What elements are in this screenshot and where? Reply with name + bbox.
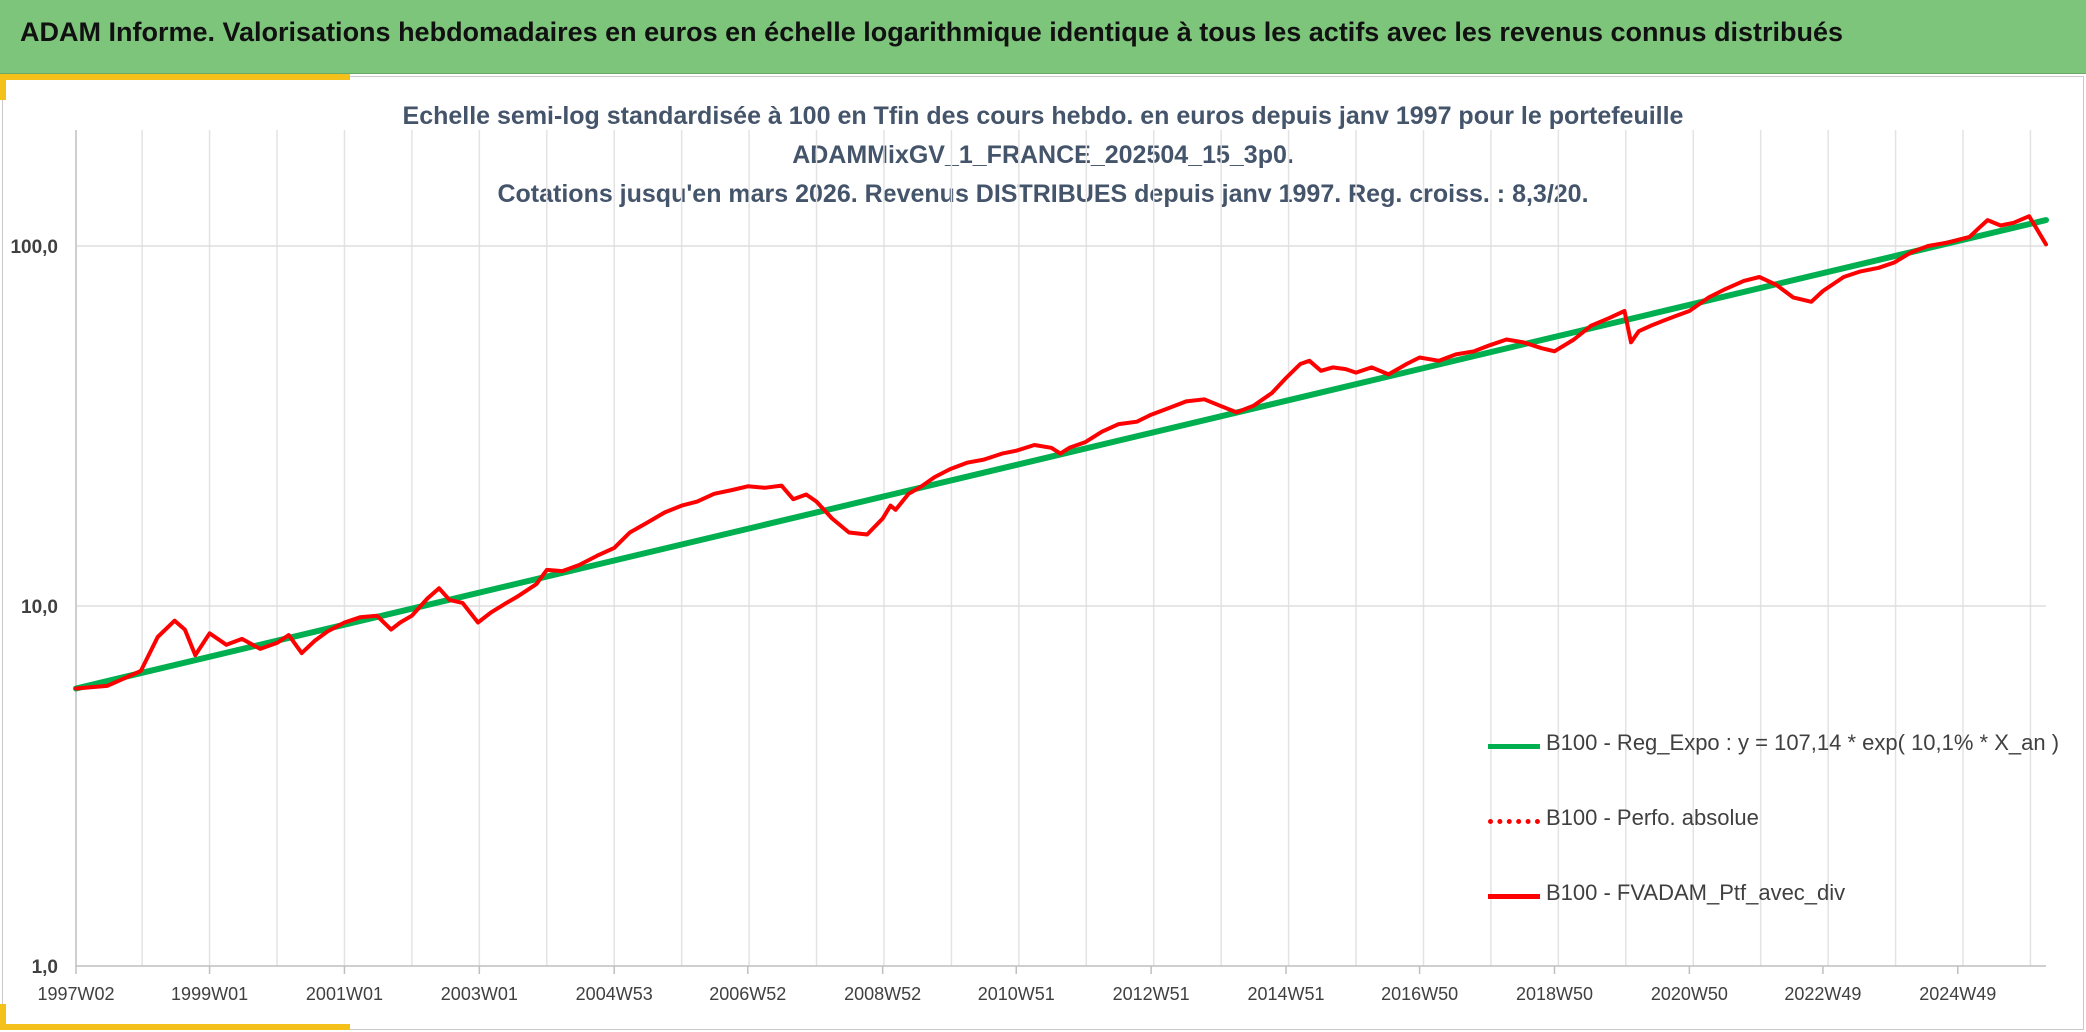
corner-accent-top-h (0, 74, 350, 80)
legend-swatch-regression (1488, 744, 1540, 749)
x-tick-label: 2014W51 (1247, 984, 1324, 1004)
x-tick-label: 2018W50 (1516, 984, 1593, 1004)
chart-title-line-3: Cotations jusqu'en mars 2026. Revenus DI… (497, 180, 1589, 208)
legend-item-portfolio: B100 - FVADAM_Ptf_avec_div (1488, 878, 2048, 914)
x-tick-label: 2008W52 (844, 984, 921, 1004)
x-tick-label: 2003W01 (441, 984, 518, 1004)
chart-title-line-1: Echelle semi-log standardisée à 100 en T… (402, 102, 1684, 130)
x-tick-label: 1997W02 (37, 984, 114, 1004)
legend-item-perfo-absolue: B100 - Perfo. absolue (1488, 803, 2048, 839)
x-tick-label: 1999W01 (171, 984, 248, 1004)
x-tick-label: 2022W49 (1784, 984, 1861, 1004)
portfolio-line (74, 214, 2048, 691)
chart-frame (2, 76, 2084, 1030)
header-banner: ADAM Informe. Valorisations hebdomadaire… (0, 0, 2086, 74)
x-tick-label: 2020W50 (1651, 984, 1728, 1004)
corner-accent-bottom-h (0, 1024, 350, 1030)
y-tick-label: 100,0 (10, 237, 58, 258)
y-tick-label: 1,0 (32, 957, 58, 978)
chart-legend: B100 - Reg_Expo : y = 107,14 * exp( 10,1… (1488, 728, 2059, 918)
x-tick-label: 2006W52 (709, 984, 786, 1004)
x-tick-label: 2010W51 (978, 984, 1055, 1004)
legend-label-perfo-absolue: B100 - Perfo. absolue (1546, 805, 1759, 830)
legend-label-regression: B100 - Reg_Expo : y = 107,14 * exp( 10,1… (1546, 730, 2060, 755)
x-tick-label: 2004W53 (576, 984, 653, 1004)
x-tick-label: 2024W49 (1919, 984, 1996, 1004)
corner-accent-top-v (0, 74, 6, 100)
page-title: ADAM Informe. Valorisations hebdomadaire… (20, 17, 1844, 47)
x-tick-label: 2016W50 (1381, 984, 1458, 1004)
legend-swatch-portfolio (1488, 894, 1540, 899)
legend-label-portfolio: B100 - FVADAM_Ptf_avec_div (1546, 880, 1846, 905)
chart-title-line-2: ADAMMixGV_1_FRANCE_202504_15_3p0. (792, 141, 1294, 169)
x-tick-label: 2012W51 (1113, 984, 1190, 1004)
legend-swatch-perfo-absolue (1488, 819, 1540, 824)
chart-title: Echelle semi-log standardisée à 100 en T… (330, 97, 1756, 214)
y-tick-label: 10,0 (21, 597, 58, 618)
legend-item-regression: B100 - Reg_Expo : y = 107,14 * exp( 10,1… (1488, 728, 2059, 764)
corner-accent-bottom-v (0, 1004, 6, 1030)
x-tick-label: 2001W01 (306, 984, 383, 1004)
